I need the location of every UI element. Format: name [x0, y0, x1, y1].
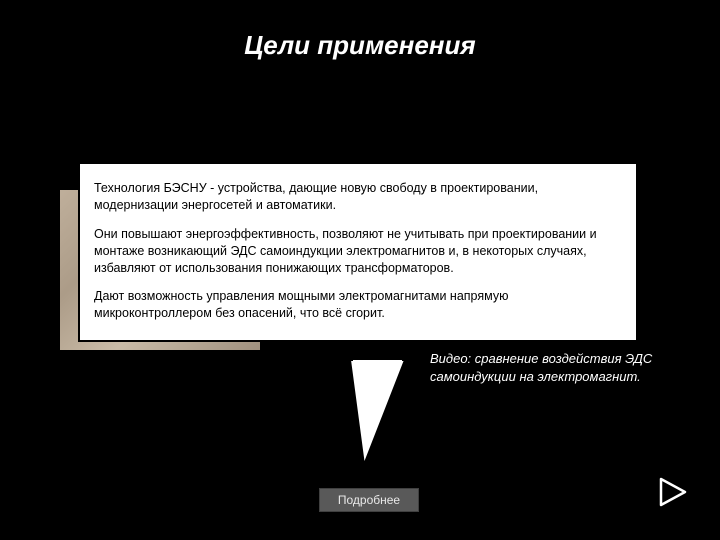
video-caption: Видео: сравнение воздействия ЭДС самоинд…: [430, 350, 700, 385]
slide: Цели применения Видео: сравнение воздейс…: [0, 0, 720, 540]
play-triangle-icon: [655, 475, 689, 509]
callout-paragraph-2: Они повышают энергоэффективность, позвол…: [94, 226, 622, 277]
speech-callout: Технология БЭСНУ - устройства, дающие но…: [78, 162, 638, 342]
next-slide-button[interactable]: [652, 472, 692, 512]
caption-line-1: Видео: сравнение воздействия ЭДС: [430, 351, 652, 366]
caption-line-2: самоиндукции на электромагнит.: [430, 369, 641, 384]
callout-paragraph-3: Дают возможность управления мощными элек…: [94, 288, 622, 322]
callout-tail-icon: [350, 360, 420, 470]
callout-paragraph-1: Технология БЭСНУ - устройства, дающие но…: [94, 180, 622, 214]
page-title: Цели применения: [0, 30, 720, 61]
more-button[interactable]: Подробнее: [319, 488, 419, 512]
